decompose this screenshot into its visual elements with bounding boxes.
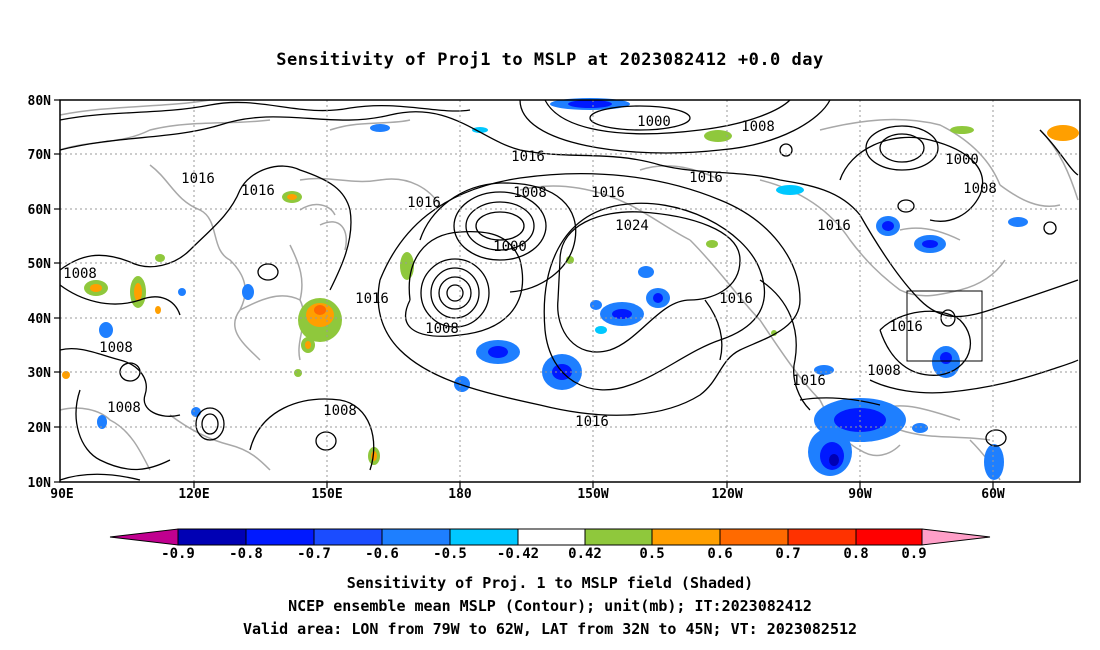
contour-label: 1008 xyxy=(741,119,775,135)
contour-label: 1016 xyxy=(241,183,275,199)
colorbar-label: 0.9 xyxy=(901,546,926,562)
colorbar-label: -0.42 xyxy=(497,546,539,562)
lon-label: 150W xyxy=(577,487,608,502)
lon-label: 120W xyxy=(711,487,742,502)
colorbar-label: -0.5 xyxy=(433,546,467,562)
plot-title: Sensitivity of Proj1 to MSLP at 20230824… xyxy=(276,50,824,70)
colorbar-swatch xyxy=(787,528,857,546)
contour-label: 1000 xyxy=(637,114,671,130)
lat-label: 70N xyxy=(28,148,52,163)
caption-shaded: Sensitivity of Proj. 1 to MSLP field (Sh… xyxy=(346,574,754,592)
lon-label: 150E xyxy=(311,487,342,502)
lat-label: 10N xyxy=(28,476,52,491)
lat-label: 80N xyxy=(28,94,52,109)
lon-label: 180 xyxy=(448,487,472,502)
colorbar-label: 0.6 xyxy=(707,546,732,562)
colorbar-swatch xyxy=(313,528,383,546)
lon-label: 90E xyxy=(50,487,73,502)
contour-label: 1016 xyxy=(817,218,851,234)
colorbar-swatch xyxy=(109,528,179,546)
contour-label: 1016 xyxy=(181,171,215,187)
colorbar-label: 0.8 xyxy=(843,546,868,562)
colorbar-label: 0.5 xyxy=(639,546,664,562)
colorbar-swatch xyxy=(449,528,519,546)
contour-label-group: 1000 1008 1016 1016 1016 1016 1008 1000 … xyxy=(63,114,997,430)
contour-label: 1016 xyxy=(591,185,625,201)
colorbar-swatch xyxy=(177,528,247,546)
contour-label: 1016 xyxy=(889,319,923,335)
contour-label: 1024 xyxy=(615,218,649,234)
contour-label: 1008 xyxy=(867,363,901,379)
contour-label: 1008 xyxy=(107,400,141,416)
contour-label: 1016 xyxy=(792,373,826,389)
contour-label: 1008 xyxy=(425,321,459,337)
contour-label: 1016 xyxy=(689,170,723,186)
contour-label: 1008 xyxy=(513,185,547,201)
contour-label: 1008 xyxy=(323,403,357,419)
coastlines xyxy=(59,99,1079,481)
colorbar-swatch xyxy=(719,528,789,546)
mslp-contours xyxy=(59,99,1079,481)
contour-label: 1016 xyxy=(511,149,545,165)
contour-label: 1008 xyxy=(63,266,97,282)
lat-label: 60N xyxy=(28,203,52,218)
lon-axis xyxy=(193,482,994,488)
contour-label: 1008 xyxy=(963,181,997,197)
colorbar-label: -0.8 xyxy=(229,546,263,562)
colorbar-label: 0.42 xyxy=(568,546,602,562)
contour-label: 1000 xyxy=(493,239,527,255)
colorbar-label: -0.6 xyxy=(365,546,399,562)
colorbar-swatch xyxy=(921,528,991,546)
lon-label: 120E xyxy=(178,487,209,502)
colorbar-swatch xyxy=(517,528,586,546)
contour-label: 1008 xyxy=(99,340,133,356)
contour-label: 1016 xyxy=(575,414,609,430)
sensitivity-shading xyxy=(62,98,1079,480)
colorbar xyxy=(109,528,991,546)
valid-area-box xyxy=(906,290,983,362)
lat-label: 20N xyxy=(28,421,52,436)
lon-label: 90W xyxy=(848,487,872,502)
lat-label: 50N xyxy=(28,257,52,272)
colorbar-swatch xyxy=(381,528,451,546)
contour-label: 1016 xyxy=(407,195,441,211)
lat-label: 40N xyxy=(28,312,52,327)
grid-lines xyxy=(60,100,1080,482)
map-frame xyxy=(59,99,1081,483)
colorbar-label: 0.7 xyxy=(775,546,800,562)
contour-label: 1000 xyxy=(945,152,979,168)
contour-label: 1016 xyxy=(355,291,389,307)
lon-label: 60W xyxy=(981,487,1005,502)
lat-label: 30N xyxy=(28,366,52,381)
colorbar-label: -0.9 xyxy=(161,546,195,562)
colorbar-swatch xyxy=(584,528,653,546)
contour-label: 1016 xyxy=(719,291,753,307)
lat-axis xyxy=(54,99,60,483)
colorbar-label: -0.7 xyxy=(297,546,331,562)
caption-valid-area: Valid area: LON from 79W to 62W, LAT fro… xyxy=(242,620,858,638)
colorbar-swatch xyxy=(245,528,315,546)
map-plot: 1000 1008 1016 1016 1016 1016 1008 1000 … xyxy=(28,94,1081,562)
colorbar-swatch xyxy=(651,528,721,546)
colorbar-swatch xyxy=(855,528,923,546)
caption-contour: NCEP ensemble mean MSLP (Contour); unit(… xyxy=(288,597,812,615)
